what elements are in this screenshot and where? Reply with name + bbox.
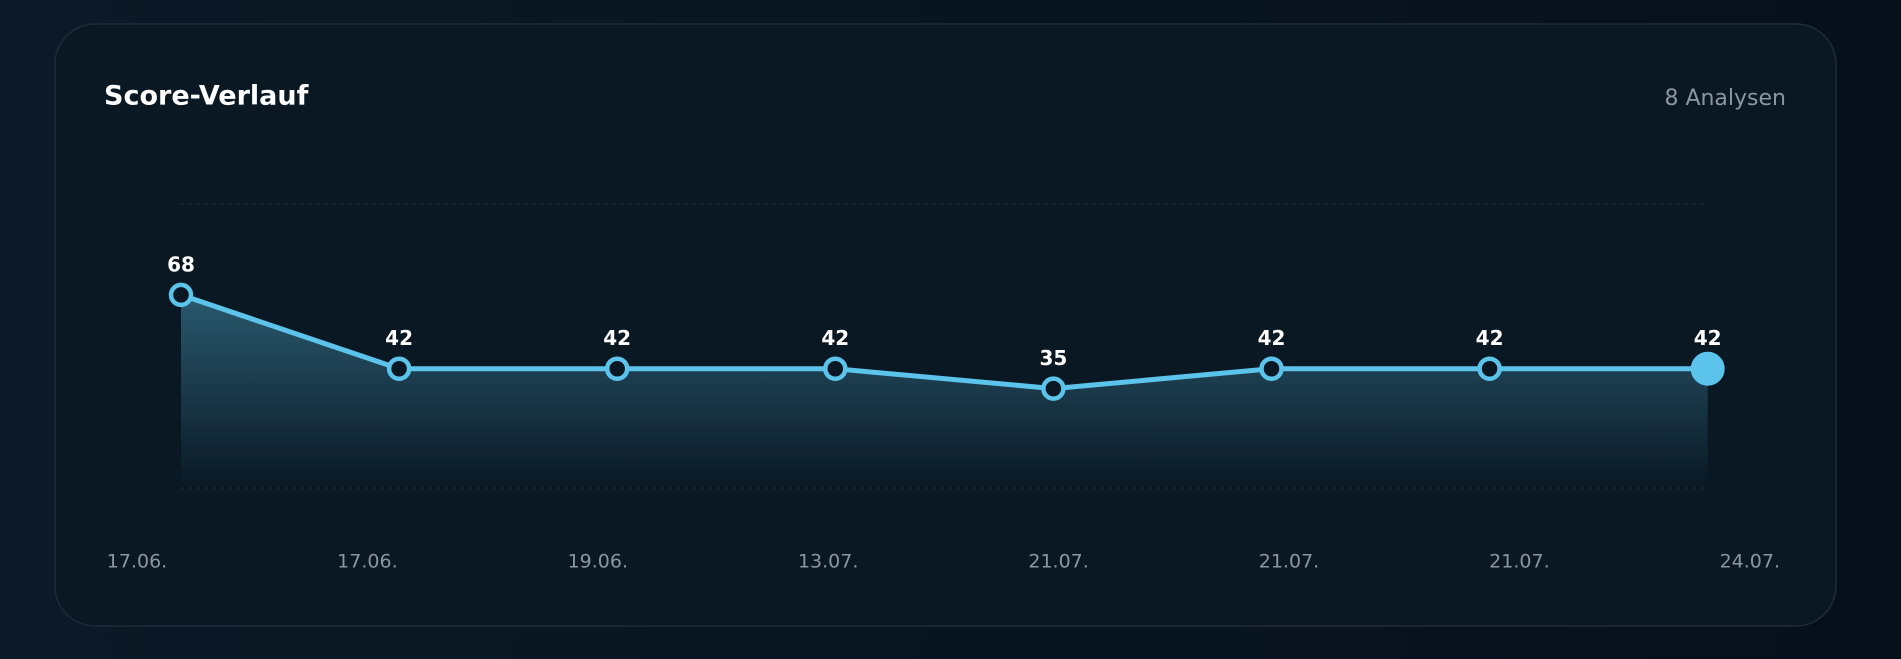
value-label: 42 bbox=[385, 326, 413, 350]
x-tick-label: 13.07. bbox=[798, 551, 858, 573]
value-label: 42 bbox=[1258, 326, 1286, 350]
point bbox=[604, 356, 630, 381]
value-label: 35 bbox=[1039, 346, 1067, 370]
point bbox=[1690, 351, 1725, 386]
value-label: 42 bbox=[1476, 326, 1504, 350]
x-tick-label: 17.06. bbox=[337, 551, 397, 573]
x-tick-label: 21.07. bbox=[1028, 551, 1088, 573]
line bbox=[180, 292, 1708, 392]
value-label: 42 bbox=[1694, 326, 1722, 350]
point bbox=[386, 356, 412, 381]
point bbox=[1477, 356, 1502, 381]
x-tick-label: 24.07. bbox=[1720, 551, 1780, 573]
chart-subtitle: 8 Analysen bbox=[1664, 86, 1786, 111]
chart-title: Score-Verlauf bbox=[104, 81, 309, 112]
value-label: 42 bbox=[821, 326, 849, 350]
x-tick-label: 17.06. bbox=[107, 551, 167, 573]
value-label: 42 bbox=[603, 326, 631, 350]
x-tick-label: 21.07. bbox=[1259, 551, 1319, 573]
x-tick-label: 19.06. bbox=[568, 551, 628, 573]
point bbox=[1041, 376, 1066, 401]
area bbox=[181, 294, 1708, 488]
point bbox=[823, 356, 848, 381]
x-tick-label: 21.07. bbox=[1489, 551, 1549, 573]
point bbox=[168, 282, 194, 308]
point bbox=[1259, 356, 1284, 381]
value-label: 68 bbox=[167, 252, 195, 276]
card bbox=[54, 23, 1837, 627]
